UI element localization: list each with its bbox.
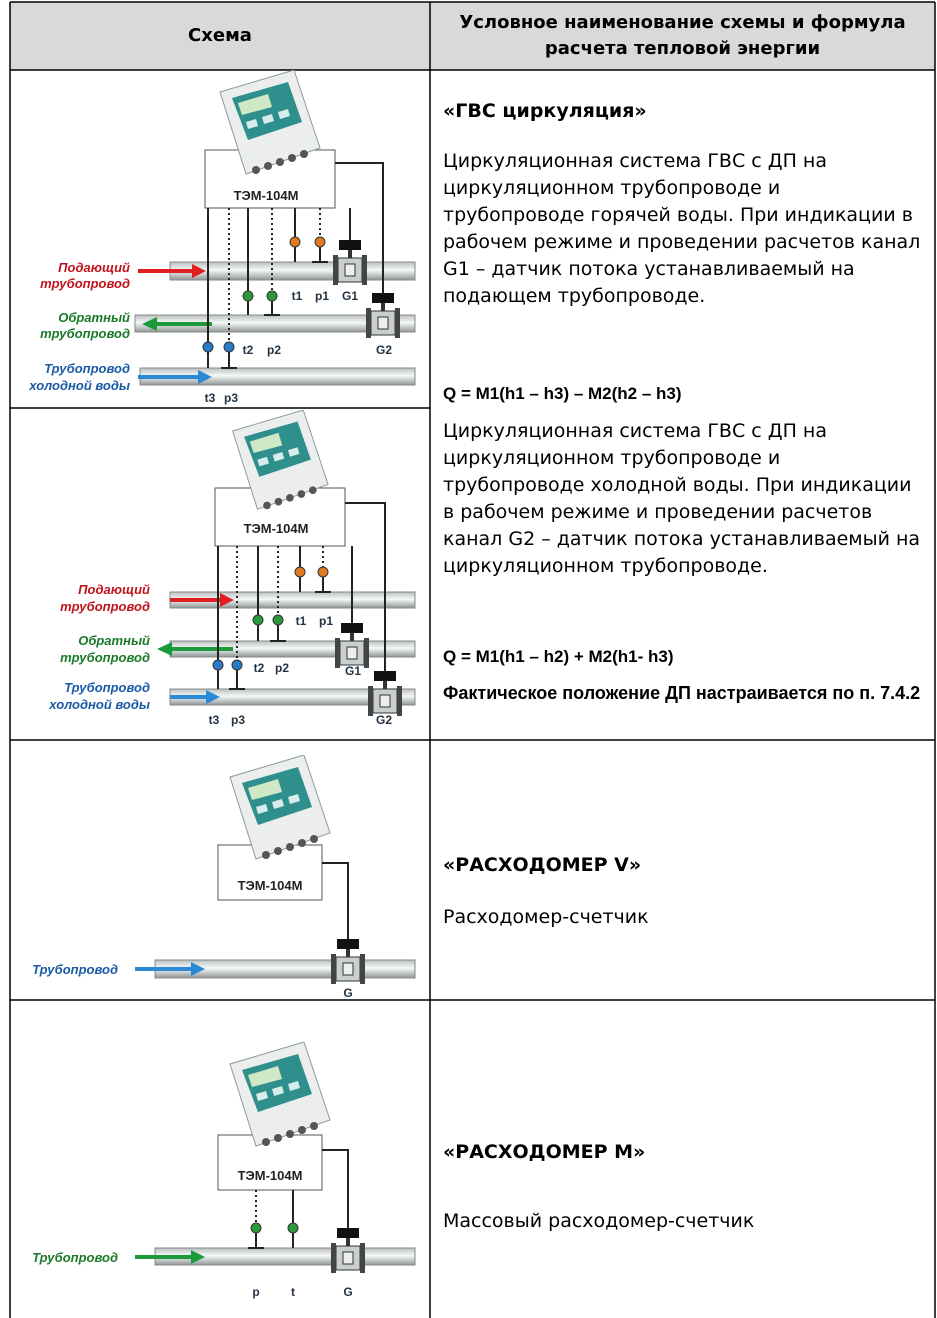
device-label: ТЭМ-104М bbox=[238, 878, 303, 893]
sensor-label: p bbox=[252, 1285, 259, 1299]
sensor-label: G bbox=[343, 1285, 352, 1299]
sensor-label: t1 bbox=[296, 614, 307, 628]
sensor bbox=[294, 566, 306, 578]
sensor-label: G2 bbox=[376, 713, 392, 727]
pipe-label: Обратный bbox=[58, 310, 130, 325]
sensor bbox=[272, 614, 284, 626]
arrow-head bbox=[220, 593, 234, 607]
sensor-label: t bbox=[291, 1285, 295, 1299]
header-cell: Схема bbox=[188, 25, 252, 46]
header-background bbox=[10, 2, 935, 70]
scheme-title: «РАСХОДОМЕР М» bbox=[443, 1141, 646, 1163]
device-label: ТЭМ-104М bbox=[238, 1168, 303, 1183]
formula: Q = M1(h1 – h3) – M2(h2 – h3) bbox=[443, 384, 682, 403]
description: Расходомер-счетчик bbox=[443, 906, 649, 928]
sensor-label: t1 bbox=[292, 289, 303, 303]
sensor-label: p2 bbox=[275, 661, 289, 675]
sensor bbox=[231, 659, 243, 671]
sensor-label: t3 bbox=[209, 713, 220, 727]
pipe-label: Подающий bbox=[78, 582, 150, 597]
arrow-head bbox=[206, 690, 220, 704]
device bbox=[229, 1042, 331, 1147]
sensor bbox=[252, 614, 264, 626]
pipe-label: Подающий bbox=[58, 260, 130, 275]
arrow-head bbox=[191, 1250, 205, 1264]
pipe-label: холодной воды bbox=[48, 697, 150, 712]
scheme-title: «ГВС циркуляция» bbox=[443, 100, 647, 122]
flow-meter bbox=[334, 623, 370, 669]
arrow-head bbox=[191, 962, 205, 976]
sensor bbox=[250, 1222, 262, 1234]
diagram: ТЭМ-104М Подающий трубопровод Обратный т… bbox=[48, 410, 416, 727]
description: Циркуляционная система ГВС с ДП на цирку… bbox=[443, 420, 921, 577]
pipe-label: трубопровод bbox=[40, 326, 130, 341]
sensor-label: p3 bbox=[231, 713, 245, 727]
sensor-label: G bbox=[343, 986, 352, 1000]
flow-meter bbox=[330, 1228, 366, 1274]
sensor-label: G2 bbox=[376, 343, 392, 357]
pipe-label: трубопровод bbox=[60, 650, 150, 665]
formula: Q = M1(h1 – h2) + M2(h1- h3) bbox=[443, 647, 674, 666]
pipe-label: трубопровод bbox=[60, 599, 150, 614]
table-lines bbox=[9, 1, 936, 1318]
device-label: ТЭМ-104М bbox=[234, 188, 299, 203]
sensor bbox=[202, 341, 214, 353]
sensor-label: G1 bbox=[345, 664, 361, 678]
wire bbox=[322, 862, 349, 939]
sensor-label: G1 bbox=[342, 289, 358, 303]
arrow-head bbox=[157, 642, 172, 656]
sensor bbox=[266, 290, 278, 302]
description: Массовый расходомер-счетчик bbox=[443, 1210, 755, 1232]
sensor-label: t3 bbox=[205, 391, 216, 405]
wire bbox=[335, 162, 384, 293]
pipe-label: холодной воды bbox=[28, 378, 130, 393]
arrow-head bbox=[198, 370, 212, 384]
description: Циркуляционная система ГВС с ДП на цирку… bbox=[443, 150, 921, 307]
sensor-label: p3 bbox=[224, 391, 238, 405]
pipe-label: Трубопровод bbox=[64, 680, 150, 695]
wire bbox=[345, 502, 386, 671]
wire bbox=[322, 1149, 349, 1228]
flow-meter bbox=[365, 293, 401, 339]
arrow-head bbox=[142, 317, 157, 331]
flow-meter bbox=[332, 240, 368, 286]
sensor-label: p2 bbox=[267, 343, 281, 357]
scheme-title: «РАСХОДОМЕР V» bbox=[443, 854, 642, 876]
sensor-label: p1 bbox=[315, 289, 329, 303]
sensor bbox=[223, 341, 235, 353]
note: Фактическое положение ДП настраивается п… bbox=[443, 683, 921, 703]
diagram: ТЭМ-104М Трубопровод p t G bbox=[32, 1042, 416, 1299]
pipe-label: Трубопровод bbox=[32, 962, 118, 977]
pipe-label: Трубопровод bbox=[32, 1250, 118, 1265]
header-cell: Условное наименование схемы и формула ра… bbox=[459, 12, 906, 59]
diagram: ТЭМ-104М Подающий трубопровод Обратный т… bbox=[28, 70, 416, 405]
sensor bbox=[289, 236, 301, 248]
diagram: ТЭМ-104М Трубопровод G bbox=[32, 755, 416, 1000]
arrow-head bbox=[192, 264, 206, 278]
device bbox=[229, 755, 331, 860]
sensor-label: t2 bbox=[254, 661, 265, 675]
sensor bbox=[212, 659, 224, 671]
device-label: ТЭМ-104М bbox=[244, 521, 309, 536]
pipe-label: Обратный bbox=[78, 633, 150, 648]
flow-meter bbox=[330, 939, 366, 985]
sensor bbox=[242, 290, 254, 302]
sensor-label: t2 bbox=[243, 343, 254, 357]
pipe-label: трубопровод bbox=[40, 276, 130, 291]
pipe bbox=[169, 261, 416, 281]
sensor bbox=[317, 566, 329, 578]
sensor bbox=[314, 236, 326, 248]
pipe-label: Трубопровод bbox=[44, 361, 130, 376]
flow-meter bbox=[367, 671, 403, 717]
sensor bbox=[287, 1222, 299, 1234]
sensor-label: p1 bbox=[319, 614, 333, 628]
